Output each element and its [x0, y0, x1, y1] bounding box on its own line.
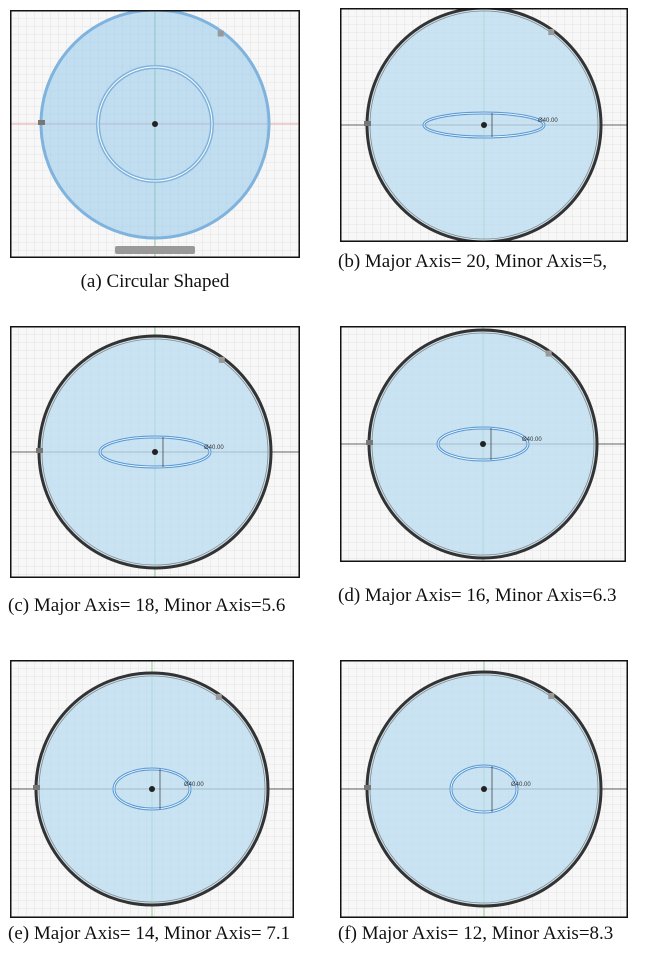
caption: (c) Major Axis= 18, Minor Axis=5.6 — [8, 590, 302, 622]
center-point — [152, 121, 158, 127]
sketch-image: Ø40.00 — [10, 660, 294, 918]
figure-page: (a) Circular Shaped Ø40.00 (b) Major Axis=… — [0, 0, 646, 968]
constraint-icon — [548, 29, 554, 35]
toolbar — [115, 246, 195, 254]
sketch-image: Ø40.00 — [340, 660, 628, 918]
sketch-image: Ø40.00 — [340, 326, 626, 562]
constraint-icon — [38, 120, 45, 125]
center-point — [480, 441, 486, 447]
dimension-label: Ø40.00 — [522, 437, 542, 443]
constraint-icon — [546, 351, 552, 357]
caption: (b) Major Axis= 20, Minor Axis=5, — [338, 246, 630, 278]
caption: (e) Major Axis= 14, Minor Axis= 7.1 — [8, 922, 302, 946]
dimension-label: Ø40.00 — [204, 445, 224, 451]
caption: (d) Major Axis= 16, Minor Axis=6.3 — [338, 580, 630, 612]
caption: (f) Major Axis= 12, Minor Axis=8.3 — [338, 922, 630, 946]
sketch-image: Ø40.00 — [340, 8, 628, 242]
sketch-image — [10, 10, 300, 258]
center-point — [149, 786, 155, 792]
constraint-icon — [219, 357, 225, 363]
sketch-image: Ø40.00 — [10, 326, 300, 578]
caption: (a) Circular Shaped — [10, 266, 300, 298]
constraint-icon — [364, 121, 371, 126]
center-point — [152, 449, 158, 455]
constraint-icon — [218, 31, 224, 37]
dimension-label: Ø40.00 — [511, 782, 531, 788]
constraint-icon — [216, 694, 222, 700]
constraint-icon — [366, 440, 373, 445]
center-point — [481, 786, 487, 792]
constraint-icon — [548, 693, 554, 699]
dimension-label: Ø40.00 — [184, 782, 204, 788]
center-point — [481, 122, 487, 128]
constraint-icon — [36, 448, 43, 453]
constraint-icon — [364, 785, 371, 790]
dimension-label: Ø40.00 — [538, 118, 558, 124]
constraint-icon — [33, 785, 40, 790]
